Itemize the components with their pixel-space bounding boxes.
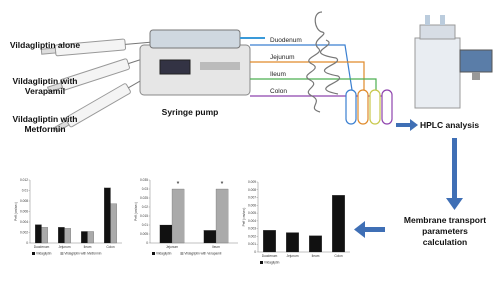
y-tick-label: 0.009 [248,180,256,184]
y-tick-label: 0.002 [248,234,256,238]
y-tick-label: 0.01 [22,189,28,193]
legend-swatch [32,252,35,255]
segment-label: Duodenum [270,37,302,44]
bar [104,187,111,244]
x-tick-label: Duodenum [34,245,50,249]
significance-mark: * [177,181,180,188]
y-tick-label: 0.015 [140,214,148,218]
y-tick-label: 0.002 [20,231,28,235]
syringe-pump [139,29,265,96]
y-tick-label: 0.008 [248,188,256,192]
pump-label: Syringe pump [162,107,219,117]
bar [215,188,229,244]
bar [203,230,217,244]
y-axis-label: Peff (cm/sec) [134,202,138,221]
y-tick-label: 0.001 [248,242,256,246]
legend-swatch [152,252,155,255]
y-tick-label: 0 [146,241,148,245]
bar [87,231,94,244]
bar [110,203,117,244]
y-tick-label: 0.01 [142,223,148,227]
input-label: Vildagliptin alone [10,40,80,50]
legend-swatch [60,252,64,255]
y-tick-label: 0.006 [20,210,28,214]
legend-label: Vildagliptin [264,261,280,265]
y-tick-label: 0 [254,250,256,254]
y-axis-label: Peff (cm/sec) [242,208,246,227]
syringes [40,38,153,133]
legend-swatch [260,261,263,264]
hplc-label: HPLC analysis [420,120,479,130]
intestine [306,11,341,113]
legend-label: Vildagliptin [36,252,52,256]
calc-label: Membrane transport parameters calculation [404,215,486,247]
y-tick-label: 0.012 [20,178,28,182]
bar [35,224,42,244]
x-tick-label: Ileum [212,245,220,249]
y-tick-label: 0.005 [140,232,148,236]
y-tick-label: 0.035 [140,178,148,182]
significance-mark: * [221,181,224,188]
legend-label: Vildagliptin with Metformin [64,252,101,256]
y-tick-label: 0.003 [248,227,256,231]
bar [171,188,185,244]
x-tick-label: Duodenum [262,254,278,258]
bar [58,227,65,244]
hplc-instrument [414,15,493,109]
bar [286,232,299,253]
input-label: Vildagliptin with Verapamil [12,76,77,96]
x-tick-label: Colon [106,245,115,249]
y-axis-label: Peff (cm/sec) [14,202,18,221]
segment-label: Colon [270,88,287,95]
arrows [354,119,463,238]
bar [332,195,345,253]
y-tick-label: 0.006 [248,203,256,207]
x-tick-label: Jejunum [58,245,70,249]
x-tick-label: Colon [334,254,343,258]
y-tick-label: 0.03 [142,187,148,191]
input-label: Vildagliptin with Metformin [12,114,77,134]
segment-label: Ileum [270,71,286,78]
x-tick-label: Jejunum [166,245,178,249]
legend-swatch [180,252,184,255]
legend-label: Vildagliptin with Verapamil [184,252,221,256]
y-tick-label: 0.005 [248,211,256,215]
x-tick-label: Ileum [84,245,92,249]
y-tick-label: 0.008 [20,199,28,203]
segment-label: Jejunum [270,54,295,61]
sample-tubes [345,89,393,125]
bar [309,235,322,253]
bar [81,231,88,244]
bar [64,228,71,244]
y-tick-label: 0.02 [142,205,148,209]
x-tick-label: Jejunum [286,254,298,258]
x-tick-label: Ileum [312,254,320,258]
y-tick-label: 0.004 [248,219,256,223]
y-tick-label: 0.025 [140,196,148,200]
legend-label: Vildagliptin [156,252,172,256]
y-tick-label: 0.004 [20,220,28,224]
bar [159,224,173,244]
y-tick-label: 0 [26,241,28,245]
bar [41,227,48,244]
bar [263,230,276,253]
y-tick-label: 0.007 [248,196,256,200]
